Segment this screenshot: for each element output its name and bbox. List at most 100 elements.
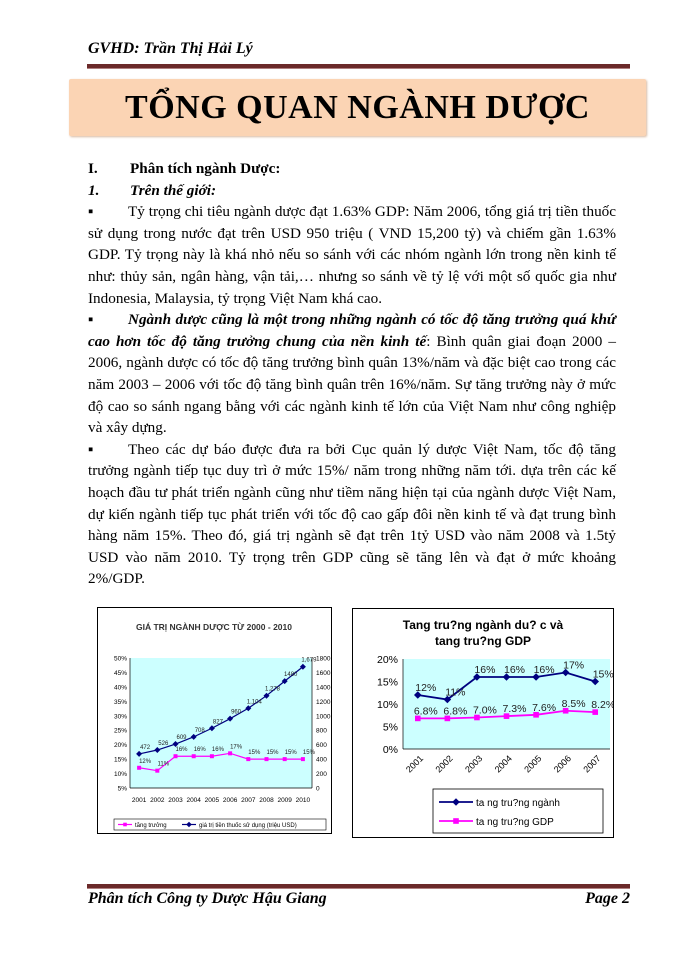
subsection-heading: 1. Trên thế giới:	[88, 180, 616, 202]
data-label: 12%	[415, 682, 436, 694]
point-marker	[191, 754, 196, 759]
data-label: 12%	[139, 759, 152, 765]
data-label: 16%	[175, 747, 188, 753]
point-marker	[533, 712, 539, 718]
data-label: 16%	[474, 664, 495, 676]
data-label: 7.6%	[532, 702, 556, 714]
data-label: 8.2%	[591, 699, 613, 711]
data-label: 16%	[212, 747, 225, 753]
page-title: TỔNG QUAN NGÀNH DƯỢC	[125, 88, 590, 126]
paragraph: ▪ Tỷ trọng chi tiêu ngành dược đạt 1.63% …	[88, 201, 616, 309]
y-tick-label-right: 600	[316, 742, 327, 749]
x-tick-label: 2005	[205, 797, 220, 804]
body-text: I. Phân tích ngành Dược: 1. Trên thế giới:…	[88, 158, 616, 590]
data-label: 17%	[230, 744, 243, 750]
data-label: 15%	[266, 750, 279, 756]
point-marker	[227, 715, 234, 722]
point-marker	[264, 757, 269, 762]
data-label: 15%	[248, 750, 261, 756]
section-heading: I. Phân tích ngành Dược:	[88, 158, 616, 180]
footer-rule	[87, 884, 630, 889]
chart-title: tang tru?ng GDP	[435, 634, 531, 648]
x-tick-label: 2006	[223, 797, 238, 804]
point-marker	[228, 751, 233, 756]
data-label: 1480	[284, 672, 298, 678]
point-marker	[282, 757, 287, 762]
y-tick-label-left: 10%	[114, 771, 127, 778]
legend-label: ta ng tru?ng ngành	[476, 798, 560, 809]
point-marker	[155, 768, 160, 773]
y-tick-label-left: 25%	[114, 728, 127, 735]
data-label: 16%	[194, 747, 207, 753]
series-line	[138, 666, 304, 755]
point-marker	[137, 765, 142, 770]
chart-growth-comparison: Tang tru?ng ngành du? c và tang tru?ng GD…	[352, 608, 615, 838]
x-tick-label: 2002	[434, 753, 455, 774]
data-label: 15%	[285, 750, 298, 756]
bullet-icon: ▪	[88, 203, 94, 221]
y-tick-label-left: 15%	[114, 757, 127, 764]
y-tick-label-right: 200	[316, 771, 327, 778]
x-tick-label: 2003	[463, 753, 484, 774]
data-label: 16%	[534, 664, 555, 676]
point-marker	[300, 757, 305, 762]
bullet-icon: ▪	[88, 311, 94, 329]
point-marker	[173, 754, 178, 759]
data-label: 1,104	[247, 699, 263, 705]
subsection-label: Trên thế giới:	[130, 181, 217, 199]
x-tick-label: 2001	[404, 753, 425, 774]
legend	[113, 818, 327, 831]
legend	[432, 788, 604, 834]
point-marker	[474, 714, 480, 721]
legend-label: giá trị tiền thuốc sử dụng (triệu USD)	[199, 822, 297, 829]
legend-label: tăng trưởng	[135, 822, 167, 829]
point-marker	[503, 713, 510, 719]
y-tick-label: 20%	[377, 654, 398, 666]
chart-market-value: GIÁ TRỊ NGÀNH DƯỢC TỪ 2000 - 2010 5% 10% 15…	[97, 607, 332, 834]
point-marker	[123, 822, 127, 827]
x-tick-label: 2004	[493, 753, 514, 774]
x-tick-label: 2003	[168, 797, 183, 804]
data-label: 6.8%	[443, 705, 467, 717]
y-tick-label-right: 1600	[316, 670, 331, 677]
data-label: 7.0%	[473, 705, 497, 717]
paragraph-text: Tỷ trọng chi tiêu ngành dược đạt 1.63% G…	[88, 203, 616, 307]
point-marker	[414, 715, 421, 722]
y-tick-label-right: 1800	[316, 656, 331, 663]
y-tick-label-left: 5%	[118, 786, 128, 793]
point-marker	[453, 818, 459, 824]
y-tick-label-left: 45%	[114, 670, 127, 677]
y-tick-label-right: 800	[316, 728, 327, 735]
point-marker	[263, 692, 270, 699]
data-label: 827	[213, 719, 224, 725]
bullet-icon: ▪	[88, 440, 94, 458]
y-tick-label-left: 35%	[114, 699, 127, 706]
x-tick-label: 2010	[296, 797, 311, 804]
paragraph-text: : Bình quân giai đoạn 2000 – 2006, ngành…	[88, 332, 616, 437]
data-label: 1,278	[265, 687, 281, 693]
point-marker	[245, 705, 252, 712]
data-label: 7.3%	[503, 703, 527, 715]
point-marker	[444, 715, 451, 722]
data-label: 15%	[303, 750, 316, 756]
data-label: 16%	[504, 664, 525, 676]
data-label: 11%	[445, 687, 465, 699]
x-tick-label: 2001	[132, 797, 147, 804]
chart-title: GIÁ TRỊ NGÀNH DƯỢC TỪ 2000 - 2010	[136, 621, 292, 632]
data-label: 15%	[593, 669, 613, 681]
x-tick-label: 2007	[241, 797, 256, 804]
y-tick-label-left: 50%	[114, 656, 127, 663]
x-tick-label: 2009	[277, 797, 292, 804]
x-tick-label: 2002	[150, 797, 165, 804]
data-label: 526	[158, 741, 169, 747]
point-marker	[209, 754, 214, 759]
y-tick-label-left: 30%	[114, 713, 127, 720]
point-marker	[299, 663, 306, 670]
y-tick-label-right: 1000	[316, 713, 331, 720]
y-tick-label: 15%	[377, 677, 398, 689]
point-marker	[154, 747, 161, 754]
x-tick-label: 2005	[522, 753, 543, 774]
footer-page-number: Page 2	[585, 890, 630, 907]
y-tick-label-left: 40%	[114, 684, 127, 691]
